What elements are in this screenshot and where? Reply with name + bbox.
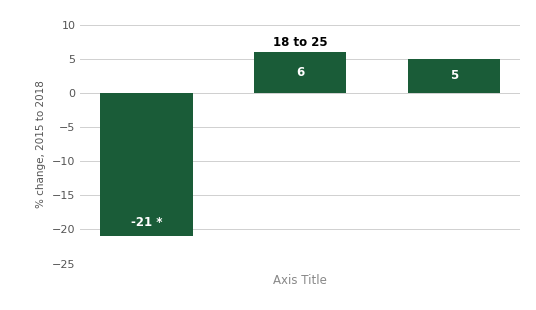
Text: 18 to 25: 18 to 25	[273, 36, 327, 49]
X-axis label: Axis Title: Axis Title	[273, 274, 327, 287]
Bar	[100, 93, 192, 236]
Y-axis label: % change, 2015 to 2018: % change, 2015 to 2018	[36, 80, 47, 208]
Bar	[408, 59, 500, 93]
Text: 6: 6	[296, 66, 304, 79]
Bar	[254, 52, 346, 93]
Text: -21 *: -21 *	[131, 216, 162, 229]
Text: 5: 5	[450, 69, 458, 82]
